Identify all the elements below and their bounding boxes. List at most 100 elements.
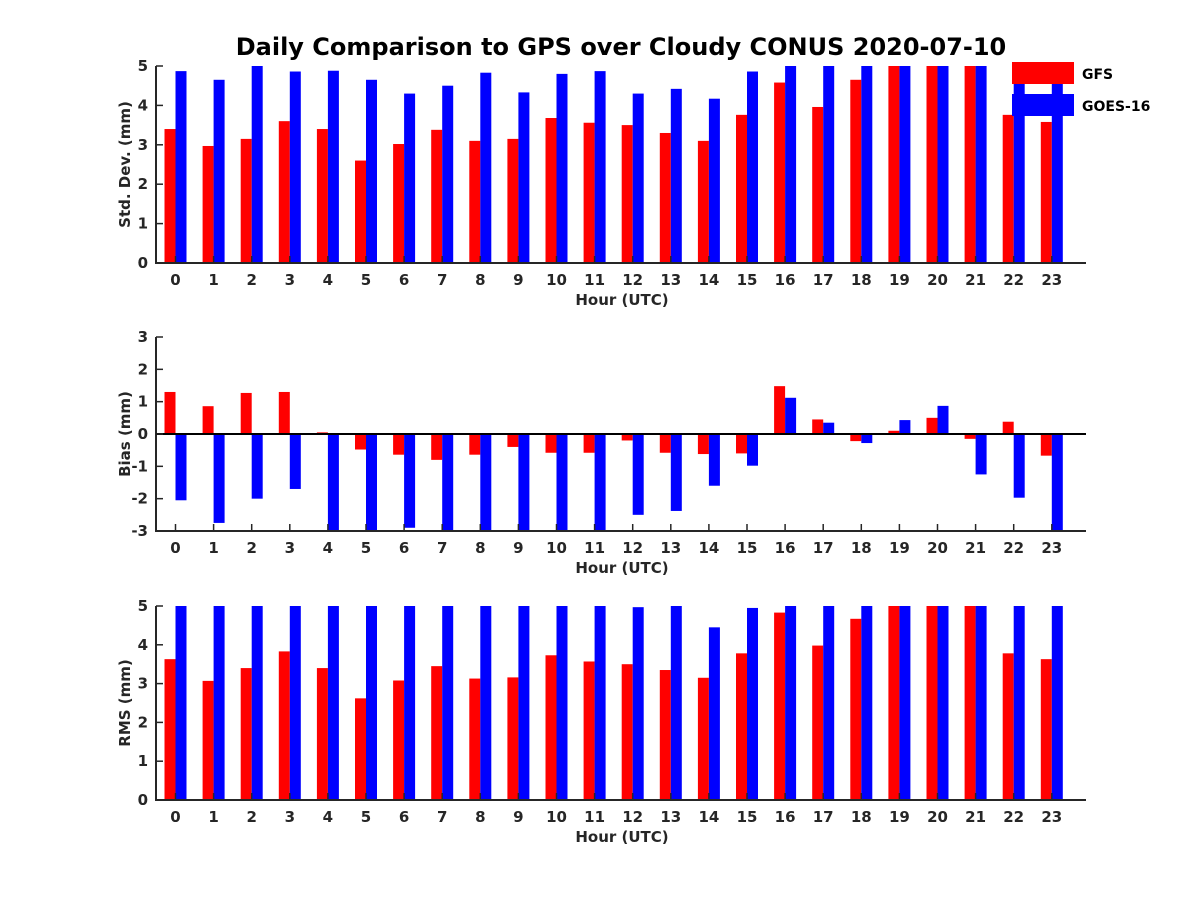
- bar-goes-16-hour-12: [632, 93, 644, 263]
- x-tick-label: 5: [361, 271, 371, 289]
- bar-gfs-hour-10: [545, 655, 557, 800]
- x-tick-label: 14: [698, 808, 719, 826]
- legend: GFS GOES-16: [1012, 62, 1150, 116]
- y-tick-label: 1: [138, 752, 148, 770]
- x-tick-label: 18: [851, 808, 872, 826]
- bar-goes-16-hour-22: [1013, 434, 1025, 498]
- bar-goes-16-hour-2: [251, 66, 263, 263]
- bar-goes-16-hour-0: [175, 71, 187, 263]
- x-tick-label: 11: [584, 539, 605, 557]
- bar-goes-16-hour-23: [1051, 434, 1063, 531]
- x-axis-label: Hour (UTC): [575, 828, 668, 846]
- x-tick-label: 10: [546, 808, 567, 826]
- bar-gfs-hour-4: [316, 668, 328, 800]
- y-tick-label: 0: [138, 425, 148, 443]
- x-tick-label: 1: [208, 271, 218, 289]
- bar-gfs-hour-6: [393, 434, 405, 455]
- bar-gfs-hour-3: [278, 121, 290, 263]
- x-tick-label: 0: [170, 808, 180, 826]
- bar-goes-16-hour-10: [556, 606, 568, 800]
- bar-goes-16-hour-1: [213, 79, 225, 263]
- bar-gfs-hour-7: [431, 666, 443, 800]
- bar-goes-16-hour-15: [747, 607, 758, 800]
- bar-gfs-hour-1: [202, 406, 214, 434]
- bar-goes-16-hour-6: [404, 93, 416, 263]
- bar-gfs-hour-5: [355, 434, 366, 450]
- bar-goes-16-hour-10: [556, 434, 568, 531]
- bar-gfs-hour-23: [1040, 659, 1052, 800]
- bar-goes-16-hour-9: [518, 92, 530, 263]
- x-tick-label: 17: [813, 539, 834, 557]
- bar-gfs-hour-22: [1002, 114, 1014, 263]
- bar-goes-16-hour-17: [823, 422, 835, 434]
- bar-goes-16-hour-5: [366, 79, 377, 263]
- x-tick-label: 1: [208, 808, 218, 826]
- bar-gfs-hour-20: [926, 417, 938, 434]
- bar-goes-16-hour-7: [442, 434, 454, 531]
- x-tick-label: 10: [546, 271, 567, 289]
- x-tick-label: 16: [775, 539, 796, 557]
- y-axis-label: RMS (mm): [116, 659, 134, 746]
- bar-goes-16-hour-22: [1013, 66, 1025, 263]
- bar-goes-16-hour-1: [213, 606, 225, 800]
- bar-gfs-hour-9: [507, 434, 519, 447]
- legend-swatch-goes-16: [1012, 94, 1074, 116]
- x-tick-label: 15: [737, 808, 758, 826]
- x-tick-label: 18: [851, 271, 872, 289]
- bar-gfs-hour-16: [774, 82, 786, 263]
- bar-gfs-hour-19: [888, 66, 900, 263]
- x-tick-label: 3: [285, 808, 295, 826]
- y-tick-label: 2: [138, 360, 148, 378]
- bar-goes-16-hour-16: [785, 397, 797, 434]
- y-axis-label: Std. Dev. (mm): [116, 101, 134, 228]
- bar-goes-16-hour-12: [632, 434, 644, 515]
- bar-goes-16-hour-9: [518, 606, 530, 800]
- x-tick-label: 0: [170, 539, 180, 557]
- bar-gfs-hour-19: [888, 606, 900, 800]
- x-tick-label: 12: [622, 808, 643, 826]
- bar-gfs-hour-21: [964, 434, 976, 439]
- y-tick-label: -2: [131, 490, 148, 508]
- bar-gfs-hour-2: [240, 668, 252, 800]
- y-tick-label: -3: [131, 522, 148, 540]
- bar-gfs-hour-10: [545, 434, 557, 453]
- x-tick-label: 10: [546, 539, 567, 557]
- bar-goes-16-hour-13: [670, 88, 682, 264]
- y-tick-label: -1: [131, 457, 148, 475]
- x-axis-label: Hour (UTC): [575, 559, 668, 577]
- bar-goes-16-hour-21: [975, 66, 987, 263]
- bar-gfs-hour-18: [850, 434, 862, 442]
- bar-goes-16-hour-21: [975, 434, 987, 475]
- x-tick-label: 4: [323, 539, 333, 557]
- x-tick-label: 4: [323, 271, 333, 289]
- x-tick-label: 20: [927, 808, 948, 826]
- y-tick-label: 4: [138, 96, 148, 114]
- bar-goes-16-hour-19: [899, 420, 911, 434]
- bar-goes-16-hour-1: [213, 434, 225, 523]
- bar-gfs-hour-12: [621, 125, 633, 263]
- x-tick-label: 7: [437, 539, 447, 557]
- x-tick-label: 14: [698, 271, 719, 289]
- bar-gfs-hour-13: [659, 132, 671, 263]
- bars: [164, 606, 1063, 800]
- x-tick-label: 8: [475, 271, 485, 289]
- bar-gfs-hour-18: [850, 79, 862, 263]
- bar-gfs-hour-1: [202, 680, 214, 800]
- y-tick-label: 3: [138, 328, 148, 346]
- y-tick-label: 2: [138, 175, 148, 193]
- bar-gfs-hour-7: [431, 434, 443, 460]
- bar-gfs-hour-2: [240, 392, 252, 434]
- bar-goes-16-hour-14: [708, 98, 720, 264]
- y-axis-label: Bias (mm): [116, 391, 134, 477]
- bar-goes-16-hour-3: [289, 71, 301, 264]
- legend-label-gfs: GFS: [1082, 67, 1113, 83]
- x-tick-label: 13: [660, 271, 681, 289]
- x-tick-label: 0: [170, 271, 180, 289]
- bar-goes-16-hour-17: [823, 66, 835, 263]
- bar-goes-16-hour-20: [937, 405, 949, 434]
- bar-goes-16-hour-3: [289, 434, 301, 489]
- bar-goes-16-hour-11: [594, 606, 606, 800]
- bars: [164, 66, 1063, 264]
- x-tick-label: 13: [660, 808, 681, 826]
- bar-goes-16-hour-21: [975, 606, 987, 800]
